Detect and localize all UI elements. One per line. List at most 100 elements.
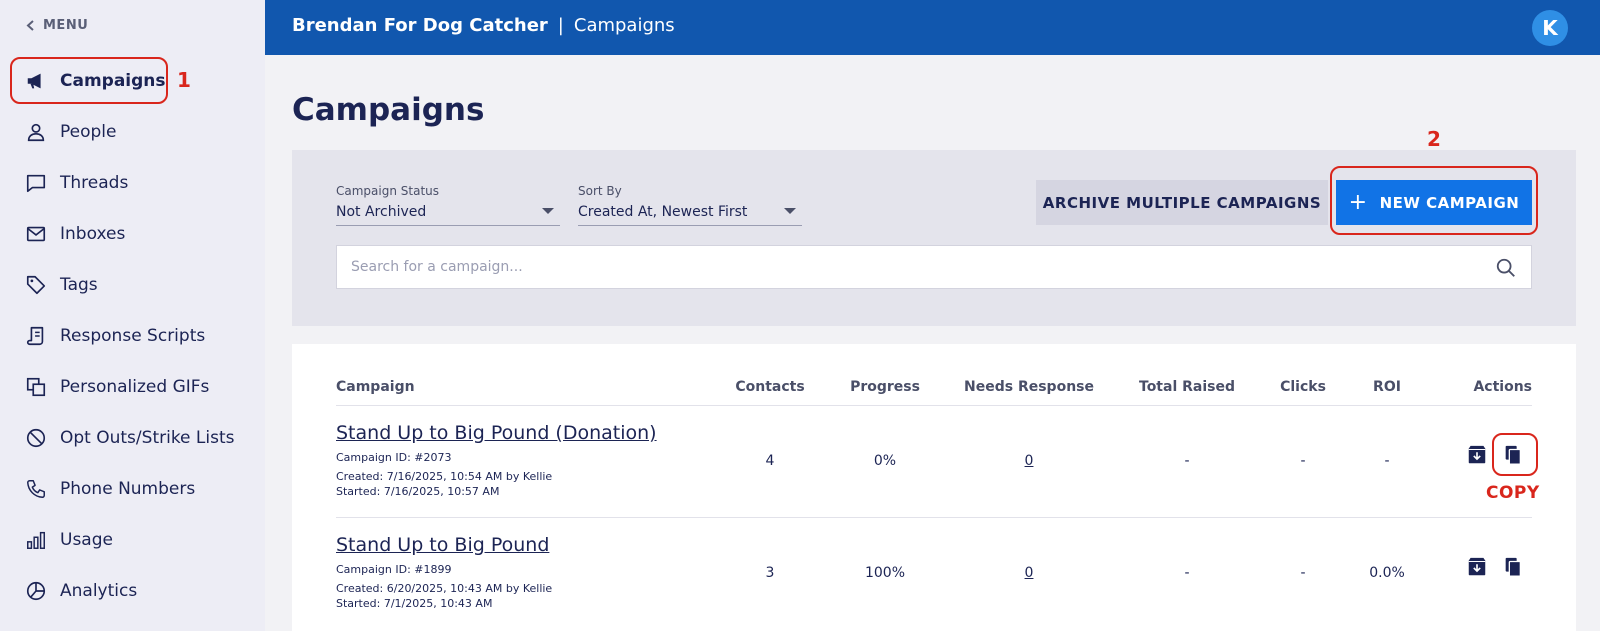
- header-divider: [336, 405, 1532, 406]
- campaign-created: Created: 6/20/2025, 10:43 AM by Kellie: [336, 582, 553, 595]
- menu-back-label: MENU: [43, 18, 89, 33]
- progress-value: 0%: [873, 453, 897, 469]
- chevron-left-icon: [26, 20, 34, 31]
- archive-multiple-campaigns-button[interactable]: ARCHIVE MULTIPLE CAMPAIGNS: [1036, 180, 1328, 225]
- sidebar-item-label: People: [60, 122, 117, 142]
- envelope-icon: [24, 222, 48, 246]
- annotation-number-1: 1: [177, 68, 191, 92]
- chat-bubble-icon: [24, 171, 48, 195]
- sidebar-item-phone-numbers[interactable]: Phone Numbers: [24, 474, 195, 504]
- copy-icon[interactable]: [1502, 444, 1524, 466]
- header-separator: |: [557, 15, 564, 36]
- annotation-box-campaigns: [10, 57, 168, 104]
- sidebar-item-label: Phone Numbers: [60, 479, 196, 499]
- search-box: [336, 245, 1532, 289]
- sidebar-item-label: Threads: [60, 173, 129, 193]
- contacts-value: 3: [765, 565, 775, 581]
- roi-value: -: [1384, 453, 1390, 469]
- tag-icon: [24, 273, 48, 297]
- campaign-name-link[interactable]: Stand Up to Big Pound: [336, 534, 550, 556]
- annotation-box-copy: [1492, 433, 1538, 476]
- sidebar-item-label: Response Scripts: [60, 326, 206, 346]
- top-bar: Brendan For Dog Catcher | Campaigns K: [265, 0, 1600, 55]
- sidebar-item-inboxes[interactable]: Inboxes: [24, 219, 125, 249]
- column-header-campaign: Campaign: [336, 379, 415, 395]
- sidebar-item-tags[interactable]: Tags: [24, 270, 98, 300]
- campaign-name-link[interactable]: Stand Up to Big Pound (Donation): [336, 422, 657, 444]
- header-title: Brendan For Dog Catcher | Campaigns: [292, 15, 675, 36]
- sidebar-item-campaigns[interactable]: Campaigns: [24, 66, 166, 96]
- script-icon: [24, 324, 48, 348]
- sidebar-item-opt-outs[interactable]: Opt Outs/Strike Lists: [24, 423, 235, 453]
- annotation-box-new-campaign: [1330, 166, 1538, 235]
- avatar[interactable]: K: [1532, 10, 1568, 46]
- archive-icon[interactable]: [1466, 444, 1488, 466]
- megaphone-icon: [24, 69, 48, 93]
- sort-by-label: Sort By: [578, 184, 622, 198]
- roi-value: 0.0%: [1369, 565, 1405, 581]
- block-icon: [24, 426, 48, 450]
- sidebar-item-personalized-gifs[interactable]: Personalized GIFs: [24, 372, 209, 402]
- menu-back-button[interactable]: MENU: [26, 18, 88, 33]
- page-title: Campaigns: [292, 92, 485, 128]
- campaigns-table: Campaign Contacts Progress Needs Respons…: [292, 344, 1576, 631]
- archive-icon[interactable]: [1466, 556, 1488, 578]
- sidebar-item-analytics[interactable]: Analytics: [24, 576, 137, 606]
- annotation-copy-label: COPY: [1486, 483, 1540, 503]
- sidebar-item-label: Usage: [60, 530, 113, 550]
- phone-icon: [24, 477, 48, 501]
- clicks-value: -: [1300, 453, 1306, 469]
- column-header-progress: Progress: [850, 379, 920, 395]
- row-divider: [336, 517, 1532, 518]
- annotation-number-2: 2: [1427, 127, 1441, 151]
- column-header-contacts: Contacts: [735, 379, 805, 395]
- column-header-actions: Actions: [1473, 379, 1532, 395]
- sidebar-item-label: Tags: [60, 275, 98, 295]
- new-campaign-button[interactable]: + NEW CAMPAIGN: [1336, 180, 1532, 225]
- campaign-status-value: Not Archived: [336, 204, 427, 220]
- campaign-id: Campaign ID: #1899: [336, 563, 452, 576]
- caret-down-icon: [784, 208, 796, 214]
- new-campaign-label: NEW CAMPAIGN: [1379, 193, 1520, 212]
- sidebar-item-label: Analytics: [60, 581, 138, 601]
- caret-down-icon: [542, 208, 554, 214]
- campaign-id: Campaign ID: #2073: [336, 451, 452, 464]
- bar-chart-icon: [24, 528, 48, 552]
- person-icon: [24, 120, 48, 144]
- sidebar-item-threads[interactable]: Threads: [24, 168, 128, 198]
- column-header-needs-response: Needs Response: [964, 379, 1094, 395]
- plus-icon: +: [1348, 189, 1368, 215]
- header-section: Campaigns: [573, 15, 675, 36]
- sidebar-item-label: Campaigns: [60, 71, 166, 91]
- sidebar-item-label: Opt Outs/Strike Lists: [60, 428, 235, 448]
- campaign-started: Started: 7/1/2025, 10:43 AM: [336, 597, 493, 610]
- clicks-value: -: [1300, 565, 1306, 581]
- progress-value: 100%: [864, 565, 906, 581]
- column-header-clicks: Clicks: [1280, 379, 1326, 395]
- sort-by-select[interactable]: Sort By Created At, Newest First: [578, 184, 802, 226]
- total-raised-value: -: [1184, 565, 1190, 581]
- contacts-value: 4: [765, 453, 775, 469]
- org-name: Brendan For Dog Catcher: [292, 15, 548, 36]
- pie-chart-icon: [24, 579, 48, 603]
- campaign-created: Created: 7/16/2025, 10:54 AM by Kellie: [336, 470, 553, 483]
- campaign-started: Started: 7/16/2025, 10:57 AM: [336, 485, 500, 498]
- column-header-total-raised: Total Raised: [1139, 379, 1235, 395]
- sidebar-item-label: Inboxes: [60, 224, 126, 244]
- sort-by-value: Created At, Newest First: [578, 204, 748, 220]
- campaign-status-select[interactable]: Campaign Status Not Archived: [336, 184, 560, 226]
- sidebar-item-people[interactable]: People: [24, 117, 116, 147]
- sidebar-item-label: Personalized GIFs: [60, 377, 210, 397]
- search-input[interactable]: [337, 246, 1531, 288]
- sidebar-item-response-scripts[interactable]: Response Scripts: [24, 321, 205, 351]
- gif-stack-icon: [24, 375, 48, 399]
- needs-response-link[interactable]: 0: [1024, 453, 1034, 469]
- campaign-status-label: Campaign Status: [336, 184, 440, 198]
- sidebar-item-usage[interactable]: Usage: [24, 525, 113, 555]
- search-icon[interactable]: [1495, 257, 1517, 279]
- copy-icon[interactable]: [1502, 556, 1524, 578]
- column-header-roi: ROI: [1373, 379, 1401, 395]
- sidebar: MENU 1 Campaigns People Threads Inboxes …: [0, 0, 265, 631]
- filter-panel: Campaign Status Not Archived Sort By Cre…: [292, 150, 1576, 326]
- needs-response-link[interactable]: 0: [1024, 565, 1034, 581]
